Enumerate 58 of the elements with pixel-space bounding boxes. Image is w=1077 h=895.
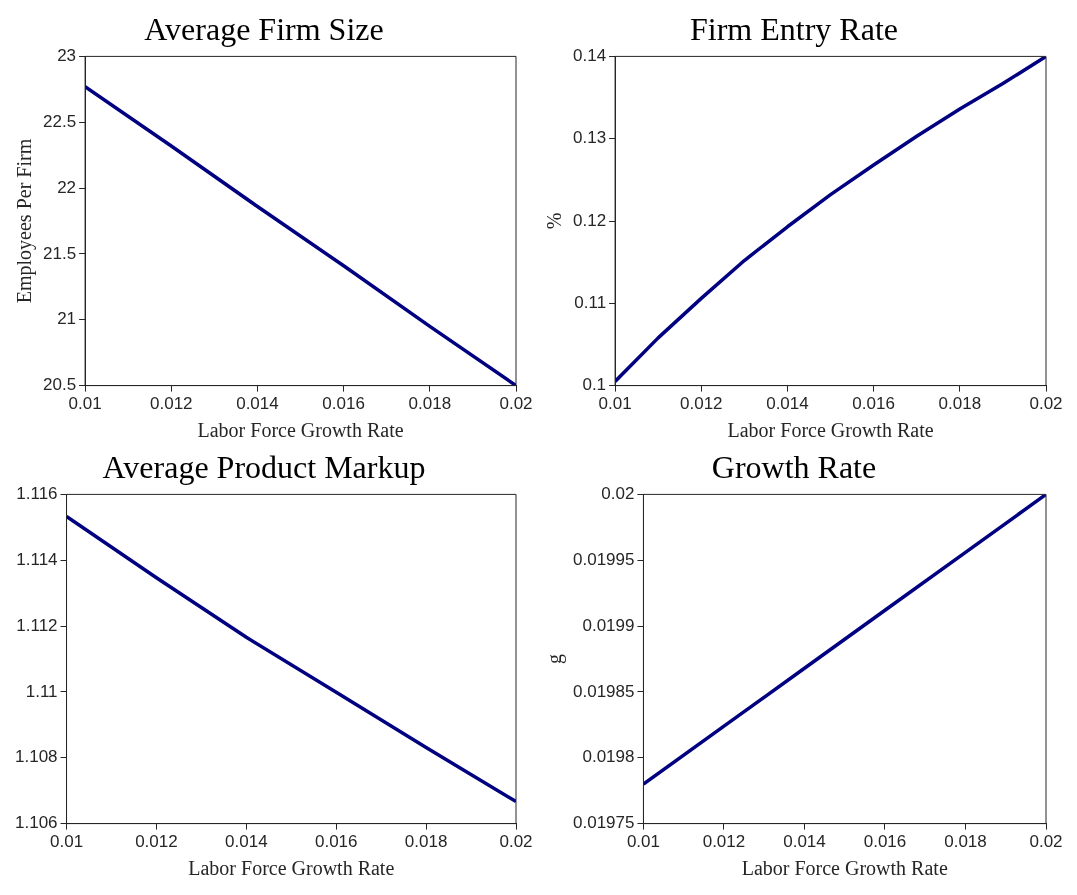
chart-title: Average Product Markup (102, 448, 426, 485)
x-axis-title: Labor Force Growth Rate (741, 857, 948, 880)
y-axis-title: Employees Per Firm (13, 138, 37, 304)
y-tick-label: 0.01995 (573, 549, 635, 569)
y-tick-label: 1.11 (25, 681, 58, 701)
x-tick-label: 0.018 (938, 394, 982, 414)
x-tick-label: 0.02 (499, 394, 533, 414)
y-axis-title: g (543, 654, 567, 664)
x-tick-label: 0.01 (626, 832, 660, 852)
y-tick-label: 22.5 (42, 111, 77, 131)
x-tick-label: 0.018 (408, 394, 452, 414)
x-axis-title: Labor Force Growth Rate (188, 857, 395, 880)
x-tick-label: 0.014 (766, 394, 809, 414)
x-tick-label: 0.02 (1029, 394, 1063, 414)
chart-title: Firm Entry Rate (690, 10, 898, 47)
y-tick-label: 0.13 (572, 128, 607, 148)
y-tick-label: 0.02 (601, 484, 635, 504)
y-tick-label: 1.108 (14, 747, 58, 767)
x-tick-label: 0.02 (499, 832, 533, 852)
y-tick-label: 1.106 (14, 813, 58, 833)
x-tick-label: 0.01 (68, 394, 102, 414)
y-tick-label: 0.11 (574, 292, 607, 312)
y-tick-label: 23 (57, 46, 77, 66)
x-tick-label: 0.012 (702, 832, 746, 852)
x-tick-label: 0.018 (944, 832, 987, 852)
x-tick-label: 0.014 (225, 832, 268, 852)
y-tick-label: 0.01975 (573, 813, 635, 833)
x-axis-title: Labor Force Growth Rate (727, 419, 934, 442)
x-tick-label: 0.014 (236, 394, 279, 414)
y-tick-label: 0.01985 (573, 681, 635, 701)
y-tick-label: 21 (57, 309, 77, 329)
y-tick-label: 22 (57, 177, 77, 197)
y-tick-label: 1.112 (16, 615, 58, 635)
x-tick-label: 0.016 (314, 832, 358, 852)
x-tick-label: 0.014 (783, 832, 826, 852)
x-tick-label: 0.01 (598, 394, 632, 414)
y-tick-label: 1.116 (16, 484, 58, 504)
chart-title: Average Firm Size (144, 10, 384, 47)
x-tick-label: 0.01 (49, 832, 84, 852)
x-tick-label: 0.018 (404, 832, 448, 852)
chart-title: Growth Rate (711, 448, 877, 485)
x-tick-label: 0.02 (1029, 832, 1063, 852)
x-tick-label: 0.012 (150, 394, 193, 414)
x-axis-title: Labor Force Growth Rate (197, 419, 404, 442)
x-tick-label: 0.016 (863, 832, 907, 852)
y-tick-label: 0.12 (572, 210, 607, 230)
x-tick-label: 0.012 (135, 832, 178, 852)
x-tick-label: 0.016 (852, 394, 895, 414)
y-tick-label: 1.114 (16, 549, 58, 569)
y-axis-title: % (543, 212, 566, 230)
x-tick-label: 0.016 (322, 394, 365, 414)
y-tick-label: 0.0199 (582, 615, 635, 635)
y-tick-label: 20.5 (42, 375, 77, 395)
y-tick-label: 21.5 (42, 243, 77, 263)
x-tick-label: 0.012 (680, 394, 723, 414)
y-tick-label: 0.1 (582, 375, 607, 395)
y-tick-label: 0.0198 (582, 747, 635, 767)
y-tick-label: 0.14 (572, 46, 607, 66)
